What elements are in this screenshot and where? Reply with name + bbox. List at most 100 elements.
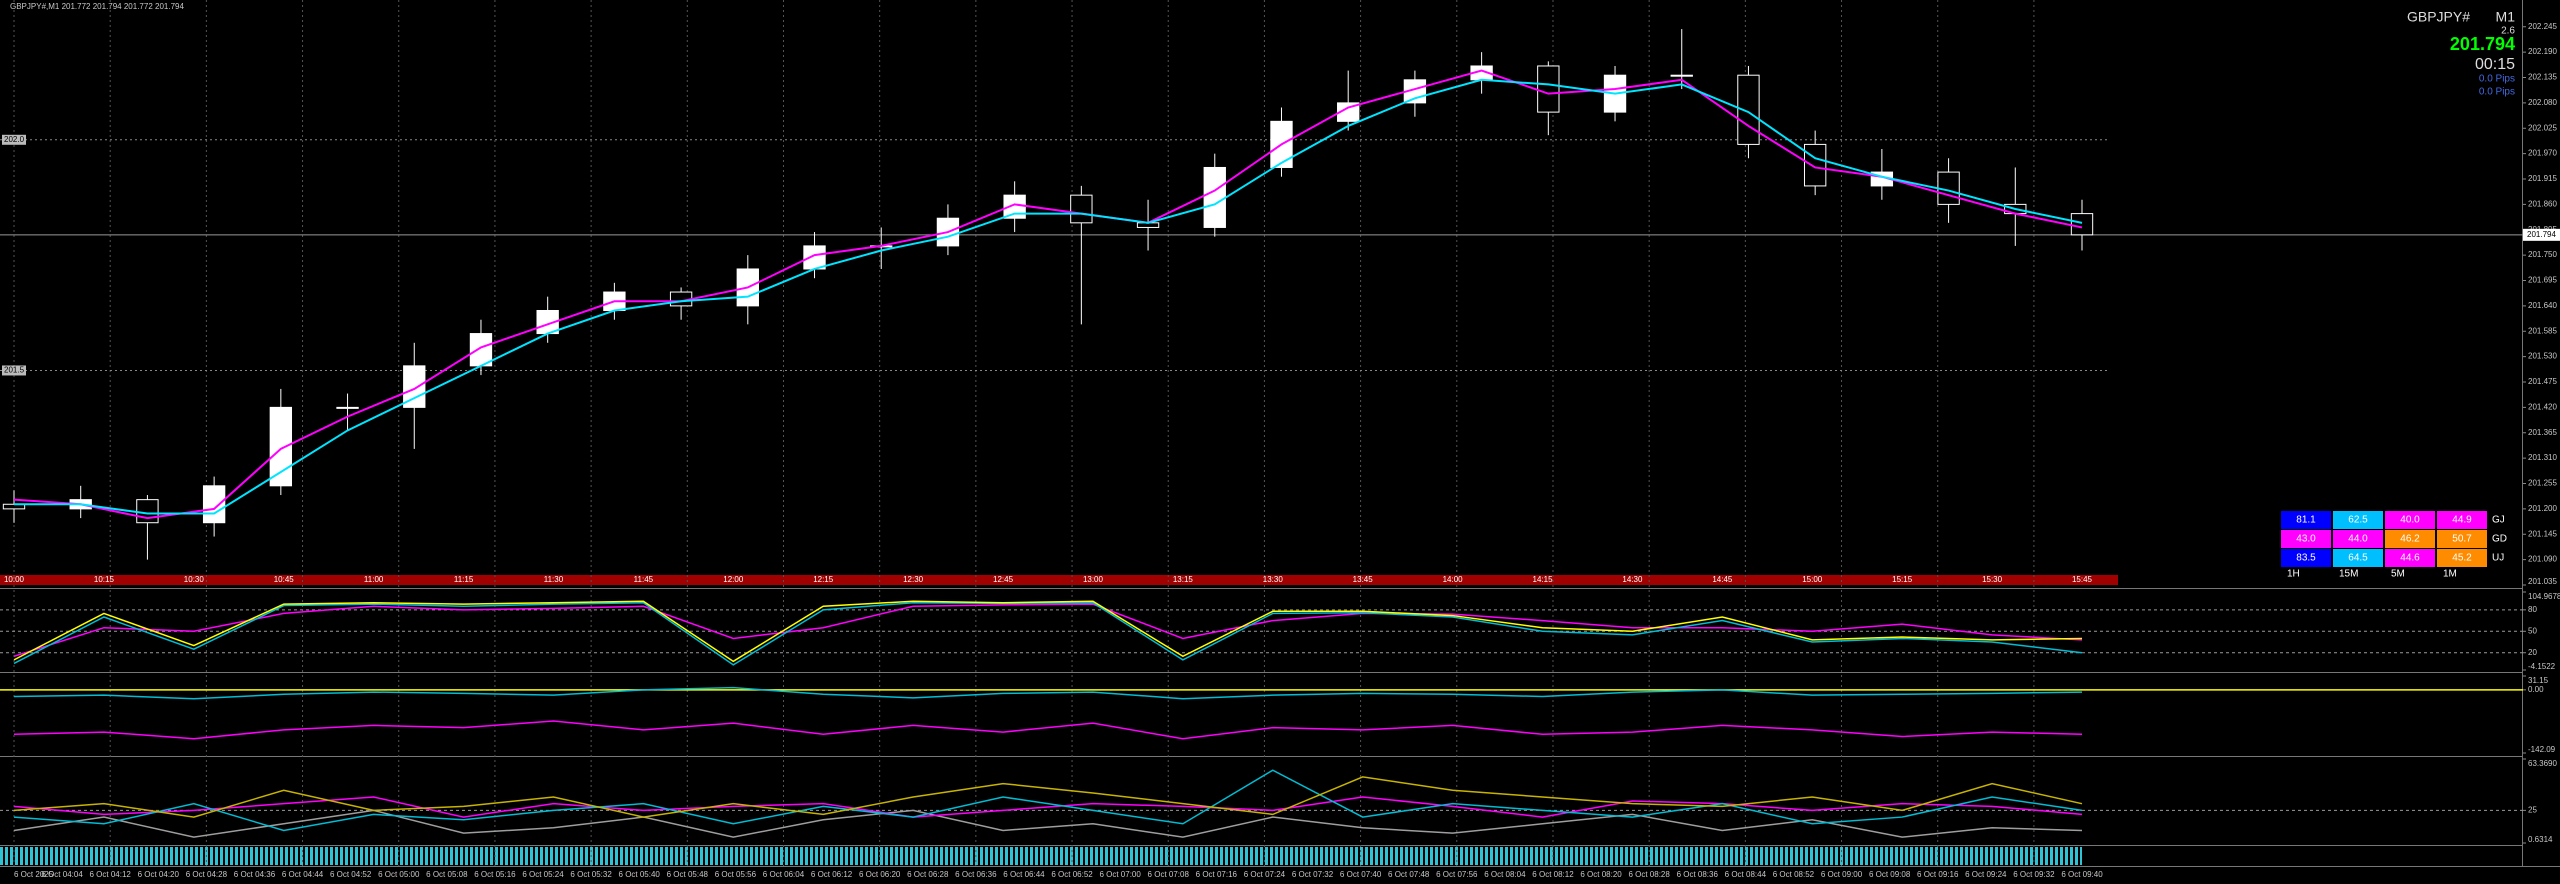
y-tick-label: 80 [2528,605,2537,614]
y-tick-label: 201.310 [2528,453,2557,462]
time-axis-label: 6 Oct 09:40 [2061,870,2103,879]
strength-column-label: 1H [2287,569,2300,580]
moving-average [13,69,2083,520]
y-tick-label: 201.640 [2528,301,2557,310]
time-axis-label: 6 Oct 09:24 [1965,870,2007,879]
time-axis-label: 6 Oct 08:04 [1484,870,1526,879]
strength-cell [2281,549,2331,567]
strength-value: 83.5 [2296,553,2316,564]
session-time-label: 15:45 [2072,575,2093,584]
y-tick-label: 201.585 [2528,326,2557,335]
strength-row-label: GJ [2492,515,2505,526]
time-axis-label: 6 Oct 09:16 [1917,870,1959,879]
time-axis-label: 6 Oct 06:04 [763,870,805,879]
candle-body [1803,143,1827,187]
y-tick-label: 201.090 [2528,555,2557,564]
y-tick-label: 50 [2528,626,2537,635]
y-tick-label: 0.6314 [2528,835,2553,844]
moving-average [14,78,2083,515]
candle-body [269,406,293,487]
candle-body [469,333,493,367]
y-tick-label: 201.200 [2528,504,2557,513]
time-axis-label: 6 Oct 06:52 [1051,870,1093,879]
symbol-header: GBPJPY#,M1 201.772 201.794 201.772 201.7… [10,2,184,11]
y-tick-label: 201.255 [2528,479,2557,488]
session-time-label: 14:15 [1533,575,1554,584]
strength-value: 50.7 [2452,534,2472,545]
session-time-label: 13:30 [1263,575,1284,584]
time-axis-label: 6 Oct 08:20 [1580,870,1622,879]
session-time-label: 10:45 [274,575,295,584]
current-price-tag [2523,228,2560,241]
candle-body [202,485,226,524]
y-tick-label: 201.365 [2528,428,2557,437]
session-time-label: 12:00 [723,575,744,584]
time-axis-label: 6 Oct 07:48 [1388,870,1430,879]
time-axis-label: 6 Oct 08:44 [1725,870,1767,879]
time-axis-label: 6 Oct 09:08 [1869,870,1911,879]
strength-value: 45.2 [2452,553,2472,564]
strength-cell [2437,549,2487,567]
time-axis-label: 6 Oct 06:28 [907,870,949,879]
time-axis-label: 6 Oct 07:08 [1148,870,1190,879]
session-time-label: 10:00 [4,575,25,584]
level-tag [2,365,26,376]
indicator-line [13,720,2083,740]
strength-value: 62.5 [2348,515,2368,526]
time-axis-label: 6 Oct 07:00 [1099,870,1141,879]
indicator-line [13,769,2083,832]
session-time-label: 11:15 [454,575,474,584]
session-time-label: 15:30 [1982,575,2003,584]
y-tick-label: 31.15 [2528,676,2549,685]
session-time-label: 10:15 [94,575,115,584]
time-axis-label: 6 Oct 07:16 [1196,870,1238,879]
info-timeframe: M1 [2496,9,2516,25]
session-time-label: 15:00 [1802,575,1823,584]
time-axis-label: 6 Oct 09:00 [1821,870,1863,879]
time-axis-label: 6 Oct 05:56 [715,870,757,879]
y-tick-label: -142.09 [2528,745,2556,754]
time-axis-label: 6 Oct 06:12 [811,870,853,879]
session-time-label: 13:00 [1083,575,1104,584]
time-axis-label: 6 Oct 04:28 [186,870,228,879]
strength-column-label: 5M [2391,569,2405,580]
session-time-label: 11:45 [634,575,654,584]
y-tick-label: 201.420 [2528,402,2557,411]
candle-body [1070,194,1093,224]
y-tick-label: 201.970 [2528,149,2557,158]
y-tick-label: 201.860 [2528,199,2557,208]
time-axis-label: 6 Oct 08:52 [1773,870,1815,879]
session-time-label: 11:30 [544,575,564,584]
info-price: 201.794 [2450,34,2515,54]
time-axis-label: 6 Oct 04:20 [138,870,180,879]
y-tick-label: 201.035 [2528,577,2557,586]
time-axis-label: 6 Oct 08:28 [1628,870,1670,879]
session-time-label: 15:15 [1892,575,1913,584]
strength-row-label: UJ [2492,553,2504,564]
time-axis-label: 6 Oct 05:48 [667,870,709,879]
histogram-strip [0,847,2082,865]
y-tick-label: 202.025 [2528,123,2557,132]
info-pips: 0.0 Pips [2479,87,2515,98]
y-tick-label: 202.245 [2528,22,2557,31]
session-time-label: 12:45 [993,575,1014,584]
session-time-label: 14:45 [1712,575,1733,584]
candle-body [136,499,159,524]
time-axis-label: 6 Oct 07:56 [1436,870,1478,879]
strength-column-label: 1M [2443,569,2457,580]
y-tick-label: 201.750 [2528,250,2557,259]
y-tick-label: 201.530 [2528,352,2557,361]
session-time-label: 12:30 [903,575,924,584]
strength-cell [2333,530,2383,548]
strength-cell [2437,511,2487,529]
candle-body [2070,213,2094,236]
time-axis-label: 6 Oct 08:12 [1532,870,1574,879]
time-axis-label: 6 Oct 07:24 [1244,870,1286,879]
y-tick-label: 202.135 [2528,73,2557,82]
time-axis-label: 6 Oct 09:32 [2013,870,2055,879]
candle-body [1337,102,1360,122]
session-time-label: 10:30 [184,575,205,584]
indicator-line [13,809,2083,838]
session-time-label: 14:30 [1622,575,1643,584]
